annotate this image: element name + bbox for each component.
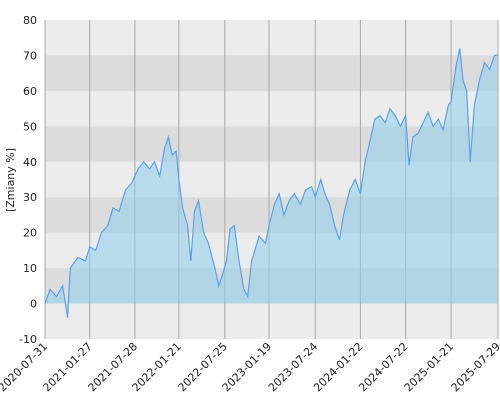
line [44, 48, 498, 318]
x-tick-label: 2025-01-21 [402, 340, 456, 394]
y-axis-label: [Zmiany %] [4, 148, 17, 212]
y-tick-label: 40 [23, 156, 37, 169]
y-tick-label: 50 [23, 120, 37, 133]
y-tick-label: 10 [23, 262, 37, 275]
plot-band [45, 55, 498, 91]
y-tick-label: 0 [30, 298, 37, 311]
y-tick-label: -10 [19, 333, 37, 346]
y-tick-label: 30 [23, 191, 37, 204]
x-tick-label: 2025-07-29 [449, 340, 500, 394]
area-fill [45, 48, 498, 318]
y-tick-label: 80 [23, 14, 37, 27]
y-tick-label: 60 [23, 85, 37, 98]
y-tick-label: 70 [23, 49, 37, 62]
y-tick-label: 20 [23, 227, 37, 240]
